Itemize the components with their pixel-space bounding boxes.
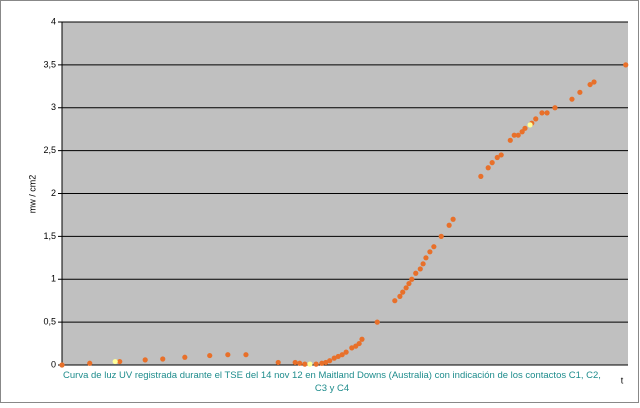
y-tick-label: 0 <box>51 359 56 369</box>
y-axis-label: mw / cm2 <box>27 175 37 214</box>
data-point <box>292 359 298 366</box>
data-point <box>591 79 597 85</box>
y-tick-label: 4 <box>51 16 56 26</box>
data-point <box>275 359 281 366</box>
data-point <box>406 280 412 287</box>
data-point <box>420 261 426 267</box>
data-point <box>339 352 345 358</box>
data-point <box>522 125 528 131</box>
data-point <box>323 359 329 366</box>
data-point <box>87 360 93 366</box>
y-tick-label: 2,5 <box>43 145 56 155</box>
data-point <box>313 361 319 367</box>
data-point <box>400 289 406 295</box>
y-tick-label: 2 <box>51 188 56 198</box>
data-point <box>243 352 249 358</box>
data-point <box>511 132 517 138</box>
data-point <box>359 336 365 342</box>
data-point <box>331 355 337 361</box>
y-tick-label: 1,5 <box>43 231 56 241</box>
data-point <box>623 62 629 68</box>
data-point <box>515 132 521 138</box>
data-point <box>319 360 325 366</box>
data-point <box>577 89 583 95</box>
data-point <box>392 298 398 304</box>
y-tick-label: 0,5 <box>43 317 56 327</box>
data-point <box>397 293 403 299</box>
data-point <box>417 266 423 272</box>
data-point <box>343 349 349 355</box>
data-point <box>142 357 148 363</box>
data-point <box>587 81 593 88</box>
caption: Curva de luz UV registrada durante el TS… <box>63 370 601 394</box>
data-point <box>356 340 362 347</box>
data-point <box>427 249 433 255</box>
caption-box: Curva de luz UV registrada durante el TS… <box>63 370 601 394</box>
data-point <box>349 345 355 351</box>
data-point <box>498 152 504 158</box>
data-point <box>450 216 456 222</box>
data-point <box>478 173 484 179</box>
data-point <box>446 222 452 228</box>
data-point <box>485 165 491 171</box>
data-point <box>527 122 533 128</box>
data-point <box>438 233 444 239</box>
data-point <box>413 270 419 276</box>
data-point <box>519 129 525 135</box>
data-point <box>539 110 545 116</box>
data-point <box>182 354 188 360</box>
data-point <box>112 358 118 365</box>
data-point <box>297 360 303 366</box>
data-point <box>207 352 213 359</box>
y-tick-label: 3,5 <box>43 59 56 69</box>
data-point <box>569 96 575 102</box>
data-point <box>307 361 313 367</box>
data-point <box>409 276 415 282</box>
y-tick-label: 1 <box>51 274 56 284</box>
data-point <box>494 154 500 161</box>
data-point <box>335 353 341 360</box>
data-point <box>117 358 123 365</box>
y-tick-label: 3 <box>51 102 56 112</box>
data-point <box>507 137 513 143</box>
data-point <box>489 160 495 166</box>
data-point <box>423 255 429 261</box>
data-point <box>225 352 231 358</box>
x-axis-label: t <box>621 375 624 385</box>
data-point <box>302 361 308 367</box>
data-point <box>374 319 380 325</box>
data-point <box>533 116 539 122</box>
data-point <box>59 362 65 368</box>
data-point <box>431 244 437 250</box>
data-point <box>544 110 550 116</box>
data-point <box>403 285 409 291</box>
data-point <box>552 105 558 111</box>
data-point <box>160 356 166 362</box>
data-point <box>327 358 333 364</box>
